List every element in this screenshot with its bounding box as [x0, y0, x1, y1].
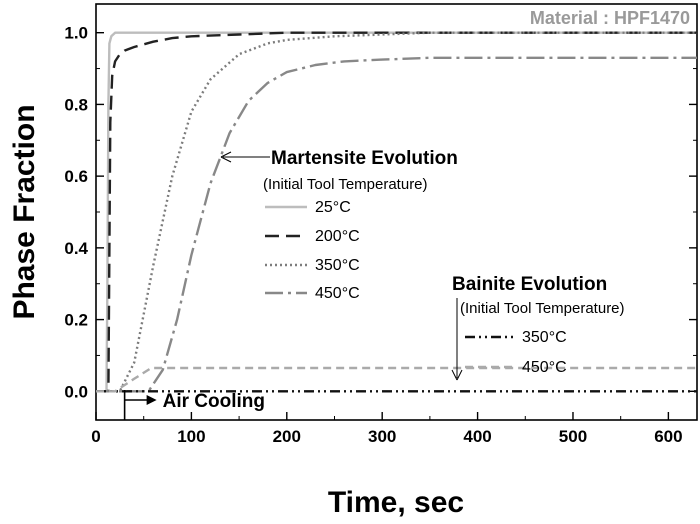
x-tick-label: 500 — [559, 427, 587, 446]
martensite-series-25c — [96, 31, 697, 393]
y-tick-label: 0.6 — [64, 167, 88, 186]
martensite-series-450c — [96, 56, 697, 393]
x-tick-label: 200 — [273, 427, 301, 446]
legend-label: 450°C — [522, 359, 567, 376]
air-cooling-marker: Air Cooling — [123, 390, 265, 420]
plot-frame — [95, 3, 698, 421]
bainite-series-450c — [96, 366, 697, 393]
x-tick-label: 100 — [177, 427, 205, 446]
x-tick-label: 300 — [368, 427, 396, 446]
y-tick-label: 1.0 — [64, 24, 88, 43]
y-tick-label: 0.0 — [64, 382, 88, 401]
x-tick-label: 0 — [91, 427, 100, 446]
martensite-title: Martensite Evolution — [271, 148, 458, 169]
martensite-subtitle: (Initial Tool Temperature) — [263, 176, 428, 193]
series-lines — [96, 31, 697, 393]
legend-label: 450°C — [315, 285, 360, 302]
air-cooling-label: Air Cooling — [163, 391, 265, 412]
martensite-arrowhead-icon — [220, 151, 232, 163]
bainite-title: Bainite Evolution — [452, 274, 607, 295]
bainite-subtitle: (Initial Tool Temperature) — [460, 300, 625, 317]
y-tick-label: 0.2 — [64, 311, 88, 330]
legend-label: 25°C — [315, 199, 351, 216]
chart-title: Material : HPF1470 — [530, 8, 690, 28]
x-axis-label: Time, sec — [328, 486, 464, 519]
y-axis-label: Phase Fraction — [8, 104, 41, 319]
legend: 25°C 200°C 350°C 450°C 350°C 450°C — [265, 199, 567, 376]
y-tick-label: 0.8 — [64, 95, 88, 114]
martensite-annotation: Martensite Evolution (Initial Tool Tempe… — [220, 148, 458, 193]
legend-label: 350°C — [315, 257, 360, 274]
x-tick-label: 400 — [463, 427, 491, 446]
martensite-series-350c — [96, 31, 697, 393]
x-tick-label: 600 — [654, 427, 682, 446]
air-cooling-arrowhead-icon — [146, 395, 157, 405]
y-tick-label: 0.4 — [64, 239, 88, 258]
axis-ticks: 0 100 200 300 400 500 600 0.0 0.2 0.4 0.6 0.8 1.0 — [64, 24, 697, 446]
bainite-annotation: Bainite Evolution (Initial Tool Temperat… — [451, 274, 625, 381]
legend-label: 200°C — [315, 228, 360, 245]
bainite-arrowhead-icon — [451, 369, 463, 381]
legend-label: 350°C — [522, 329, 567, 346]
martensite-series-200c — [96, 31, 697, 393]
